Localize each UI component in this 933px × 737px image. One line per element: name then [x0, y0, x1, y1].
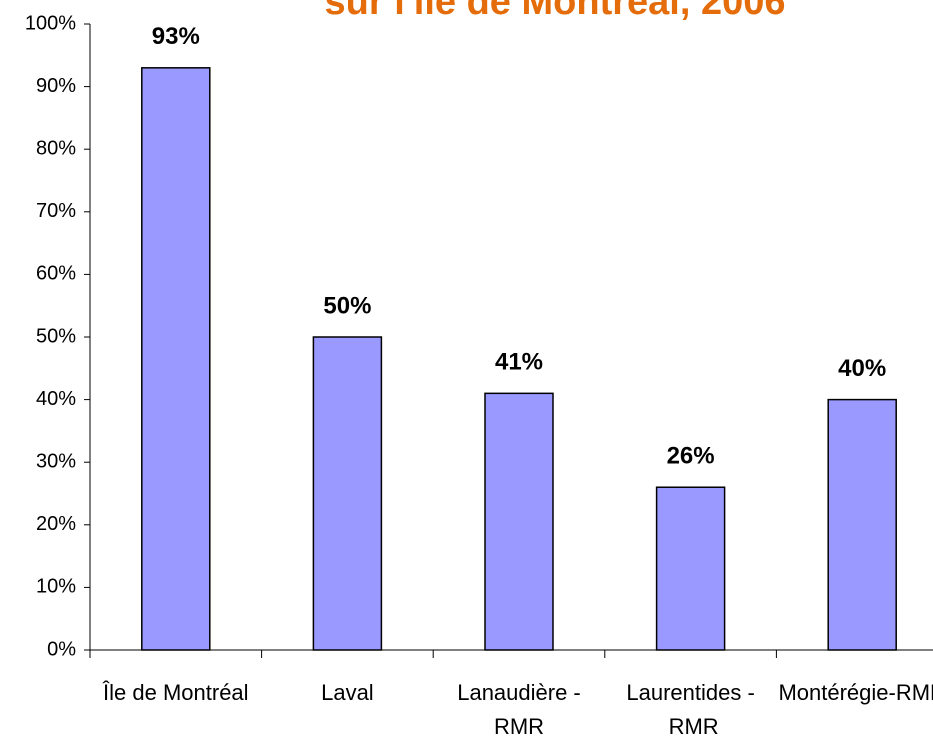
bar — [484, 392, 554, 651]
y-tick-label: 40% — [36, 388, 76, 410]
bar — [655, 486, 726, 651]
bar — [827, 398, 897, 651]
bar — [141, 67, 211, 651]
value-label: 41% — [495, 349, 543, 376]
x-tick-label: Laval — [321, 680, 374, 705]
value-label: 26% — [667, 443, 715, 470]
value-label: 40% — [838, 355, 886, 382]
value-label: 93% — [152, 23, 200, 50]
value-label: 50% — [323, 292, 371, 319]
y-tick-label: 30% — [36, 450, 76, 472]
y-tick-label: 0% — [47, 638, 76, 660]
y-tick-label: 100% — [25, 12, 76, 34]
x-tick-label: Laurentides - RMR — [626, 680, 755, 737]
x-tick-label: Île de Montréal — [103, 680, 249, 705]
bar — [312, 336, 383, 651]
chart-title: sur l'île de Montréal, 2006 — [325, 0, 786, 23]
y-tick-label: 60% — [36, 263, 76, 285]
y-tick-label: 70% — [36, 200, 76, 222]
y-tick-label: 20% — [36, 513, 76, 535]
y-tick-label: 10% — [36, 576, 76, 598]
y-tick-label: 80% — [36, 137, 76, 159]
y-tick-label: 50% — [36, 325, 76, 347]
y-tick-label: 90% — [36, 75, 76, 97]
x-tick-label: Montérégie-RMR — [778, 680, 933, 705]
x-tick-label: Lanaudière - RMR — [457, 680, 581, 737]
